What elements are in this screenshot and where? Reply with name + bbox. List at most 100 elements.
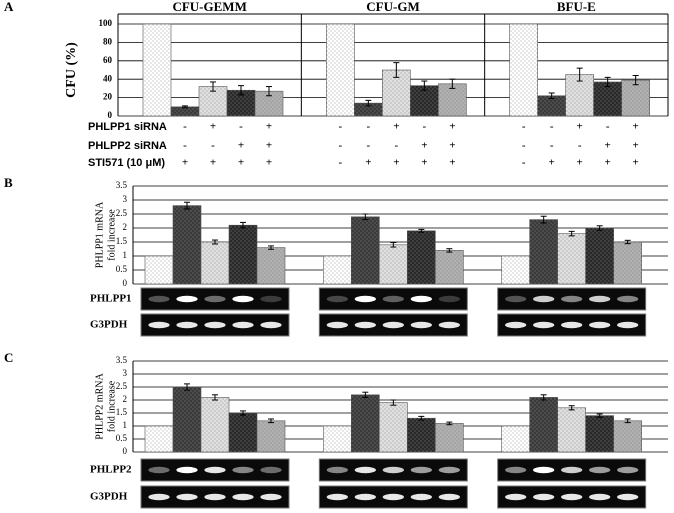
y-axis-label: fold increase (106, 380, 117, 432)
condition-label: PHLPP2 siRNA (88, 140, 167, 152)
gel-band (232, 321, 254, 329)
condition-sign: + (605, 157, 611, 169)
y-tick-label: 3.5 (116, 355, 128, 365)
gel-band (617, 493, 639, 501)
condition-sign: - (422, 121, 426, 133)
condition-sign: + (577, 121, 583, 133)
gel-band (533, 321, 555, 329)
error-bar (240, 410, 246, 416)
error-bar (212, 394, 218, 401)
group-title: CFU-GEMM (172, 0, 246, 14)
condition-sign: - (338, 157, 342, 169)
bar (351, 216, 380, 285)
y-tick-label: 1.5 (116, 236, 128, 246)
y-tick-label: 2.5 (116, 208, 128, 218)
gel-band (533, 493, 555, 501)
error-bar (390, 399, 397, 406)
error-bar (446, 248, 453, 253)
condition-sign: - (155, 140, 159, 152)
gel-band (589, 466, 611, 474)
gel-band (617, 321, 639, 329)
gel-band (260, 295, 282, 303)
gel-label: PHLPP1 (90, 293, 132, 305)
bar (142, 23, 172, 117)
y-tick-label: 1.5 (116, 407, 128, 417)
panel-label: C (4, 350, 13, 365)
condition-sign: - (522, 157, 526, 169)
condition-sign: + (449, 140, 455, 152)
gel-band (148, 466, 170, 474)
error-bar (266, 86, 272, 97)
y-axis-label: fold increase (106, 209, 117, 261)
gel-band (176, 321, 198, 329)
bar (529, 219, 558, 285)
bar (144, 255, 174, 285)
y-tick-label: 40 (103, 73, 113, 83)
y-tick-label: 0.5 (116, 264, 128, 274)
bar (529, 397, 558, 453)
condition-sign: - (550, 121, 554, 133)
gel-label: G3PDH (90, 491, 128, 503)
y-tick-label: 0.5 (116, 433, 128, 443)
gel-band (410, 295, 432, 303)
gel-band (148, 295, 170, 303)
bar (407, 230, 436, 285)
bar (613, 241, 642, 285)
condition-sign: - (550, 140, 554, 152)
gel-band (617, 295, 639, 303)
gel-band (354, 295, 376, 303)
error-bar (418, 228, 425, 233)
gel-band (148, 321, 170, 329)
condition-sign: - (183, 140, 187, 152)
gel-band (382, 493, 404, 501)
error-bar (540, 394, 547, 401)
condition-sign: + (633, 140, 639, 152)
bar (200, 241, 230, 285)
bar (435, 250, 464, 285)
error-bar (596, 225, 603, 231)
condition-label: STI571 (10 μM) (88, 157, 165, 169)
gel-band (176, 295, 198, 303)
bar (621, 79, 650, 117)
bar (172, 386, 202, 453)
gel-image (140, 287, 290, 311)
condition-sign: + (210, 157, 216, 169)
bar (501, 425, 530, 453)
error-bar (390, 242, 397, 248)
condition-sign: + (238, 140, 244, 152)
gel-band (410, 493, 432, 501)
gel-band (533, 295, 555, 303)
error-bar (624, 418, 631, 424)
condition-sign: - (578, 140, 582, 152)
y-tick-label: 0 (123, 446, 128, 456)
condition-sign: + (633, 157, 639, 169)
y-tick-label: 3 (123, 194, 128, 204)
condition-sign: - (155, 121, 159, 133)
gel-band (438, 493, 460, 501)
error-bar (365, 99, 372, 107)
bar (593, 81, 622, 117)
condition-sign: - (183, 121, 187, 133)
bar (323, 425, 352, 453)
error-bar (418, 415, 425, 421)
gel-band (505, 466, 527, 474)
bar (613, 420, 642, 453)
condition-sign: - (338, 121, 342, 133)
gel-band (438, 295, 460, 303)
bar (379, 244, 408, 285)
bar (501, 255, 530, 285)
error-bar (362, 213, 369, 221)
condition-sign: + (182, 157, 188, 169)
gel-band (561, 295, 583, 303)
gel-band (505, 295, 527, 303)
gel-band (533, 466, 555, 474)
bar (585, 227, 614, 285)
gel-band (326, 295, 348, 303)
y-tick-label: 60 (103, 55, 113, 65)
condition-sign: + (633, 121, 639, 133)
panel-label: B (4, 175, 13, 190)
error-bar (548, 92, 555, 100)
error-bar (568, 230, 575, 237)
y-tick-label: 0 (123, 278, 128, 288)
